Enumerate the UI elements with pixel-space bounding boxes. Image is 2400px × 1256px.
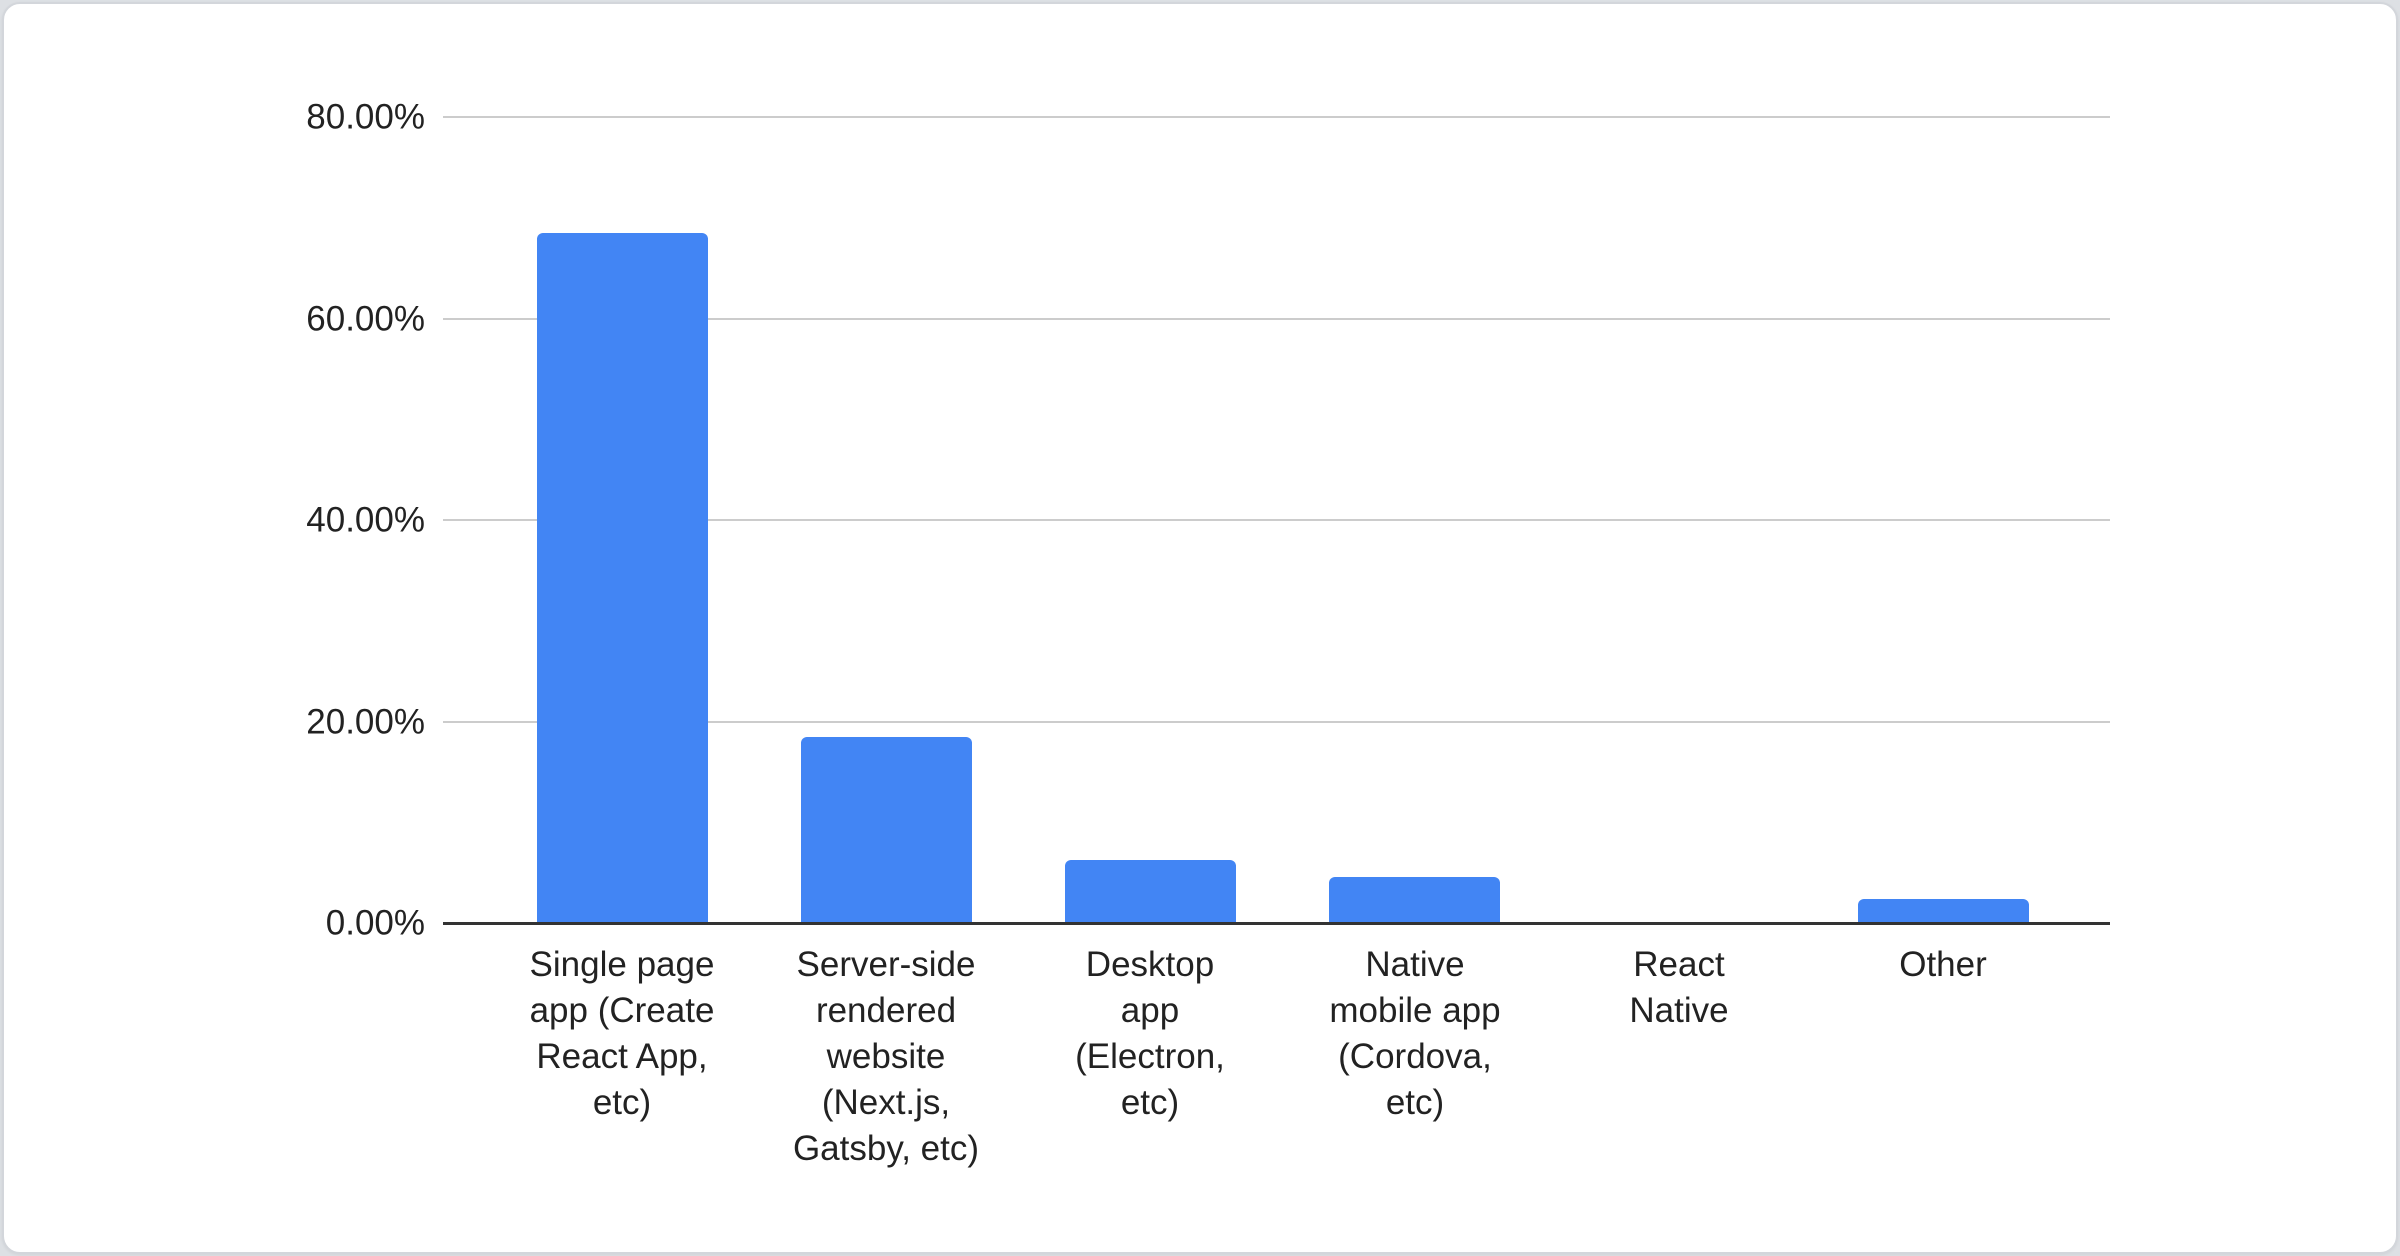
y-tick-label: 0.00%: [325, 903, 425, 943]
y-tick-label: 40.00%: [306, 500, 425, 540]
gridline: [443, 116, 2110, 118]
gridline: [443, 720, 2110, 723]
y-tick-label: 20.00%: [306, 702, 425, 741]
bar[interactable]: [1858, 899, 2029, 923]
y-tick-label: 60.00%: [306, 299, 425, 338]
y-tick-label: 80.00%: [306, 97, 425, 137]
x-category-label: Single page app (Create React App, etc): [529, 945, 715, 1122]
x-category-label: Server-side rendered website (Next.js, G…: [792, 945, 980, 1168]
bar[interactable]: [1329, 877, 1500, 923]
gridline: [443, 519, 2110, 521]
bar[interactable]: [1065, 860, 1236, 923]
bar[interactable]: [801, 737, 972, 923]
x-category-label: Native mobile app (Cordova, etc): [1329, 945, 1501, 1122]
x-category-label: Desktop app (Electron, etc): [1075, 945, 1225, 1122]
x-category-label: React Native: [1629, 945, 1729, 1030]
bar[interactable]: [537, 233, 708, 923]
gridline: [443, 317, 2110, 320]
x-axis-line: [443, 921, 2110, 925]
x-category-label: Other: [1899, 945, 1987, 984]
